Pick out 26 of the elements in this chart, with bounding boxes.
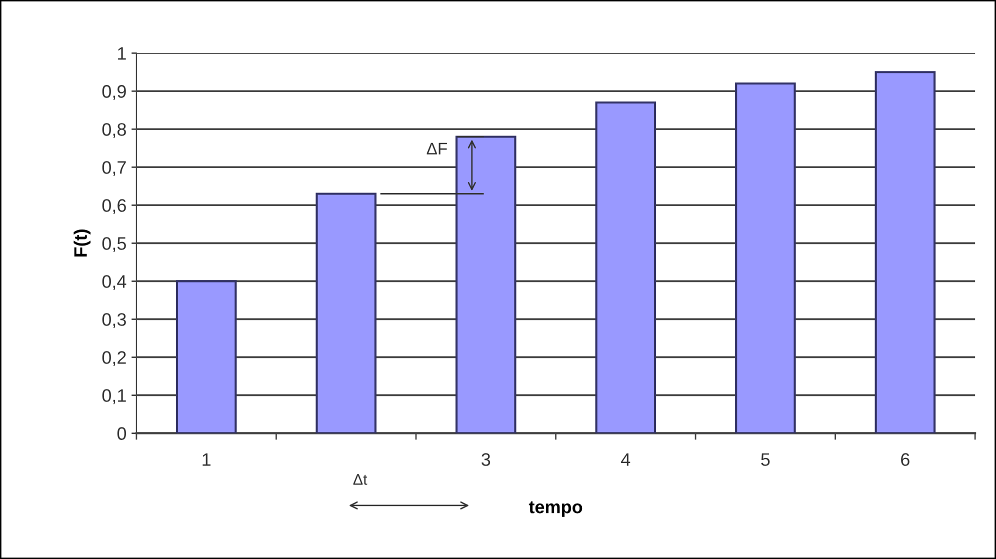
y-tick-label: 0,5 [102, 237, 126, 252]
y-tick-label: 0,3 [102, 313, 126, 328]
text: Δt [353, 474, 368, 485]
x-tick-label: 3 [482, 453, 490, 466]
bar [455, 136, 516, 434]
y-tick-label: 0,1 [102, 389, 126, 404]
y-axis-title: F(t) [74, 230, 91, 256]
y-tick-label: 0,2 [102, 351, 126, 366]
y-tick-label: 0,8 [102, 123, 126, 138]
x-tick-label: 6 [901, 453, 910, 466]
bar [316, 192, 377, 434]
bar [595, 101, 656, 434]
bar [176, 280, 237, 434]
y-tick-label: 0,9 [102, 85, 126, 100]
y-tick-label: 0,4 [102, 275, 126, 290]
x-tick-label: 5 [761, 453, 770, 466]
y-tick-label: 0,7 [102, 161, 126, 176]
y-tick-label: 0,6 [102, 199, 126, 214]
x-tick-label: 1 [202, 453, 210, 466]
bar [874, 71, 936, 434]
x-axis-title: tempo [528, 501, 582, 517]
y-tick-label: 0 [117, 427, 126, 440]
x-tick-label: 4 [621, 453, 630, 466]
y-tick-label: 1 [118, 47, 126, 60]
annotation: ΔF [426, 142, 447, 154]
bar [735, 82, 796, 434]
